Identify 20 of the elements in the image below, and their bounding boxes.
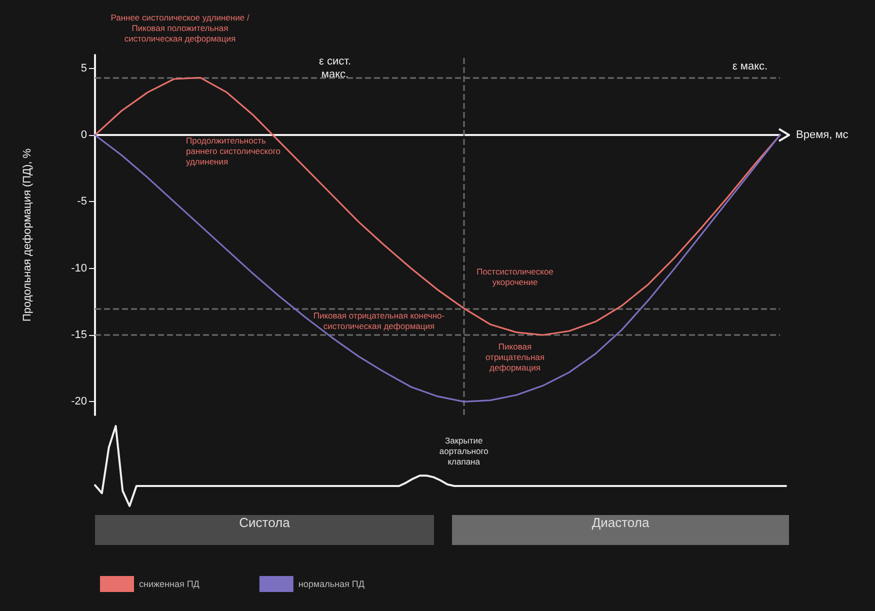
annotation: Продолжительность раннего систолического удлинения xyxy=(186,135,281,166)
text: Раннее систолическое удлинение / Пиковая положительная систолическая деформация xyxy=(110,12,250,44)
y-tick-label: 0 xyxy=(80,129,87,141)
y-axis-title: Продольная деформация (ПД), % xyxy=(22,148,34,322)
annotation: Пиковая отрицательная конечно- систолическая деформация xyxy=(313,310,445,331)
annotation: ε сист. макс. xyxy=(319,56,351,80)
phase-block: Диастола xyxy=(452,515,789,545)
y-tick-label: 5 xyxy=(80,62,87,74)
x-axis-title: Время, мс xyxy=(796,129,849,141)
y-tick-label: -10 xyxy=(71,262,87,274)
annotation: Закрытие аортального клапана xyxy=(439,435,489,466)
legend-label: сниженная ПД xyxy=(139,579,200,589)
annotation: Пиковая отрицательная деформация xyxy=(486,341,545,372)
phase-block: Систола xyxy=(95,515,434,545)
y-tick-label: -5 xyxy=(77,196,87,208)
legend-label: нормальная ПД xyxy=(298,579,364,589)
y-tick-label: -15 xyxy=(71,329,87,341)
annotation: Постсистолическое укорочение xyxy=(476,266,554,287)
y-tick-label: -20 xyxy=(71,396,87,408)
annotation: ε макс. xyxy=(732,60,768,72)
